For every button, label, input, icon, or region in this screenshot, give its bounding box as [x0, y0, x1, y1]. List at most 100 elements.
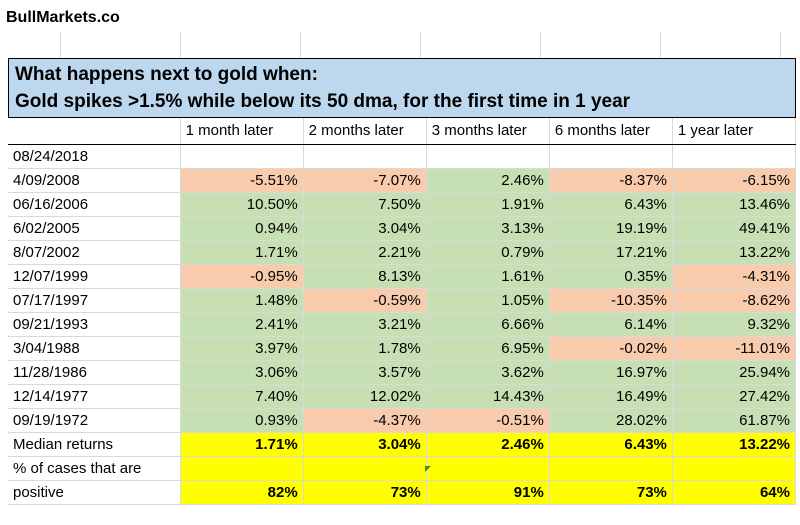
header-row: 1 month later 2 months later 3 months la…: [8, 118, 797, 145]
header-cell[interactable]: 1 year later: [672, 118, 797, 145]
median-row: Median returns 1.71% 3.04% 2.46% 6.43% 13.22%: [8, 431, 797, 457]
date-cell[interactable]: 09/19/1972: [8, 408, 181, 433]
return-cell[interactable]: 8.13%: [303, 264, 427, 289]
return-cell[interactable]: 6.43%: [549, 192, 673, 217]
return-cell[interactable]: -6.15%: [672, 168, 797, 193]
return-cell[interactable]: 3.06%: [180, 360, 304, 385]
median-label[interactable]: Median returns: [8, 431, 181, 457]
return-cell[interactable]: 6.14%: [549, 312, 673, 337]
return-cell[interactable]: 1.48%: [180, 288, 304, 313]
positive-cell[interactable]: 64%: [672, 480, 797, 505]
return-cell[interactable]: 10.50%: [180, 192, 304, 217]
header-cell-empty[interactable]: [8, 118, 181, 145]
median-cell[interactable]: 2.46%: [426, 431, 550, 457]
summary-empty-cell[interactable]: [303, 456, 427, 481]
return-cell[interactable]: 0.79%: [426, 240, 550, 265]
return-cell[interactable]: 6.95%: [426, 336, 550, 361]
return-cell[interactable]: 3.04%: [303, 216, 427, 241]
return-cell[interactable]: 7.50%: [303, 192, 427, 217]
header-cell[interactable]: 3 months later: [426, 118, 550, 145]
return-cell[interactable]: 3.97%: [180, 336, 304, 361]
table-row: 07/17/1997 1.48% -0.59% 1.05% -10.35% -8.62%: [8, 288, 797, 313]
return-cell[interactable]: -10.35%: [549, 288, 673, 313]
return-cell[interactable]: 2.41%: [180, 312, 304, 337]
return-cell[interactable]: 0.35%: [549, 264, 673, 289]
date-cell[interactable]: 12/14/1977: [8, 384, 181, 409]
return-cell[interactable]: -4.37%: [303, 408, 427, 433]
return-cell[interactable]: 1.05%: [426, 288, 550, 313]
return-cell[interactable]: 19.19%: [549, 216, 673, 241]
return-cell[interactable]: 12.02%: [303, 384, 427, 409]
summary-empty-cell[interactable]: [180, 456, 304, 481]
return-cell[interactable]: 14.43%: [426, 384, 550, 409]
summary-empty-cell[interactable]: [549, 456, 673, 481]
return-cell[interactable]: 3.57%: [303, 360, 427, 385]
return-cell[interactable]: -11.01%: [672, 336, 797, 361]
positive-cell[interactable]: 91%: [426, 480, 550, 505]
return-cell[interactable]: 1.91%: [426, 192, 550, 217]
return-cell[interactable]: 49.41%: [672, 216, 797, 241]
date-cell[interactable]: 11/28/1986: [8, 360, 181, 385]
empty-cell[interactable]: [180, 144, 304, 169]
return-cell[interactable]: -0.02%: [549, 336, 673, 361]
summary-empty-cell[interactable]: [426, 456, 550, 481]
return-cell[interactable]: 1.61%: [426, 264, 550, 289]
return-cell[interactable]: 16.49%: [549, 384, 673, 409]
empty-cell[interactable]: [672, 144, 797, 169]
return-cell[interactable]: 0.94%: [180, 216, 304, 241]
median-cell[interactable]: 1.71%: [180, 431, 304, 457]
return-cell[interactable]: 2.21%: [303, 240, 427, 265]
date-cell[interactable]: 09/21/1993: [8, 312, 181, 337]
return-cell[interactable]: 1.71%: [180, 240, 304, 265]
date-cell[interactable]: 06/16/2006: [8, 192, 181, 217]
date-cell[interactable]: 12/07/1999: [8, 264, 181, 289]
date-cell[interactable]: 6/02/2005: [8, 216, 181, 241]
return-cell[interactable]: -8.37%: [549, 168, 673, 193]
empty-cell[interactable]: [303, 144, 427, 169]
return-cell[interactable]: 61.87%: [672, 408, 797, 433]
return-cell[interactable]: 27.42%: [672, 384, 797, 409]
positive-cell[interactable]: 73%: [303, 480, 427, 505]
empty-cell[interactable]: [549, 144, 673, 169]
median-cell[interactable]: 13.22%: [672, 431, 797, 457]
return-cell[interactable]: -0.59%: [303, 288, 427, 313]
return-cell[interactable]: -0.95%: [180, 264, 304, 289]
return-cell[interactable]: 3.62%: [426, 360, 550, 385]
return-cell[interactable]: 9.32%: [672, 312, 797, 337]
return-cell[interactable]: -5.51%: [180, 168, 304, 193]
return-cell[interactable]: 1.78%: [303, 336, 427, 361]
return-cell[interactable]: 3.13%: [426, 216, 550, 241]
return-cell[interactable]: -0.51%: [426, 408, 550, 433]
table-row: 3/04/1988 3.97% 1.78% 6.95% -0.02% -11.01%: [8, 336, 797, 361]
date-cell[interactable]: 8/07/2002: [8, 240, 181, 265]
positive-cell[interactable]: 73%: [549, 480, 673, 505]
return-cell[interactable]: 16.97%: [549, 360, 673, 385]
return-cell[interactable]: -8.62%: [672, 288, 797, 313]
return-cell[interactable]: -7.07%: [303, 168, 427, 193]
positive-cell[interactable]: 82%: [180, 480, 304, 505]
positive-label-line2[interactable]: positive: [8, 480, 181, 505]
return-cell[interactable]: 17.21%: [549, 240, 673, 265]
summary-empty-cell[interactable]: [672, 456, 797, 481]
return-cell[interactable]: 28.02%: [549, 408, 673, 433]
date-cell[interactable]: 3/04/1988: [8, 336, 181, 361]
positive-label-line1[interactable]: % of cases that are: [8, 456, 181, 481]
return-cell[interactable]: 0.93%: [180, 408, 304, 433]
return-cell[interactable]: 13.22%: [672, 240, 797, 265]
header-cell[interactable]: 2 months later: [303, 118, 427, 145]
header-cell[interactable]: 6 months later: [549, 118, 673, 145]
return-cell[interactable]: 25.94%: [672, 360, 797, 385]
return-cell[interactable]: 7.40%: [180, 384, 304, 409]
header-cell[interactable]: 1 month later: [180, 118, 304, 145]
date-cell[interactable]: 07/17/1997: [8, 288, 181, 313]
return-cell[interactable]: 2.46%: [426, 168, 550, 193]
median-cell[interactable]: 6.43%: [549, 431, 673, 457]
return-cell[interactable]: 6.66%: [426, 312, 550, 337]
median-cell[interactable]: 3.04%: [303, 431, 427, 457]
return-cell[interactable]: 13.46%: [672, 192, 797, 217]
return-cell[interactable]: 3.21%: [303, 312, 427, 337]
date-cell[interactable]: 4/09/2008: [8, 168, 181, 193]
return-cell[interactable]: -4.31%: [672, 264, 797, 289]
empty-cell[interactable]: [426, 144, 550, 169]
date-cell[interactable]: 08/24/2018: [8, 144, 181, 169]
